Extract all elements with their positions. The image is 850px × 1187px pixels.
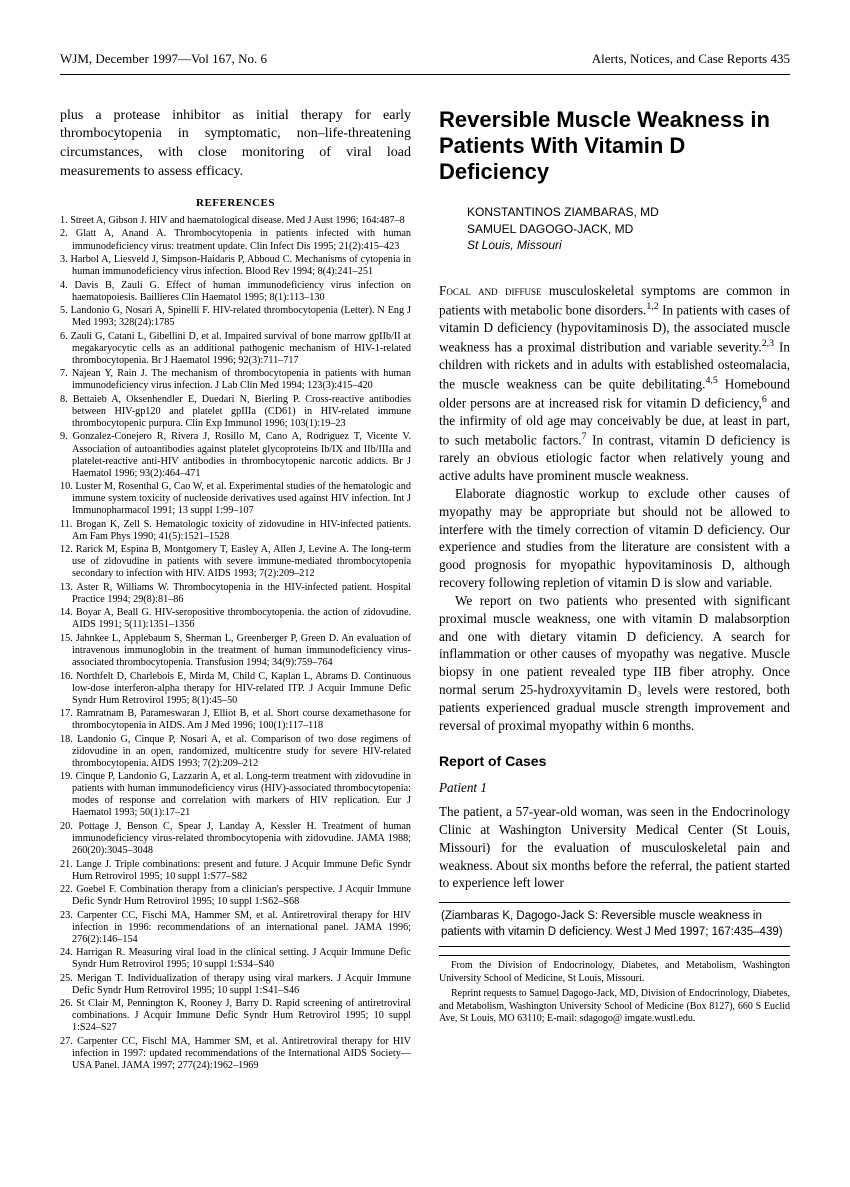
references-list: Street A, Gibson J. HIV and haematologic… xyxy=(60,215,411,1072)
header-rule xyxy=(60,74,790,75)
reference-item: Carpenter CC, Fischi MA, Hammer SM, et a… xyxy=(60,910,411,946)
citation-1-2: 1,2 xyxy=(646,301,658,312)
body-paragraph-4: The patient, a 57-year-old woman, was se… xyxy=(439,803,790,892)
reference-item: Harrigan R. Measuring viral load in the … xyxy=(60,947,411,971)
footnote-block: From the Division of Endocrinology, Diab… xyxy=(439,955,790,1026)
author-location: St Louis, Missouri xyxy=(467,237,790,254)
footnote-reprint: Reprint requests to Samuel Dagogo-Jack, … xyxy=(439,988,790,1026)
subsection-heading: Patient 1 xyxy=(439,779,790,797)
header-right: Alerts, Notices, and Case Reports 435 xyxy=(592,50,790,68)
citation-box: (Ziambaras K, Dagogo-Jack S: Reversible … xyxy=(439,902,790,947)
reference-item: Lange J. Triple combinations: present an… xyxy=(60,859,411,883)
reference-item: Ramratnam B, Parameswaran J, Elliot B, e… xyxy=(60,708,411,732)
running-header: WJM, December 1997—Vol 167, No. 6 Alerts… xyxy=(60,50,790,68)
section-heading: Report of Cases xyxy=(439,752,790,771)
body-paragraph-3: We report on two patients who presented … xyxy=(439,592,790,735)
reference-item: Brogan K, Zell S. Hematologic toxicity o… xyxy=(60,519,411,543)
left-column: plus a protease inhibitor as initial the… xyxy=(60,107,411,1074)
reference-item: Landonio G, Nosari A, Spinelli F. HIV-re… xyxy=(60,305,411,329)
right-column: Reversible Muscle Weakness in Patients W… xyxy=(439,107,790,1074)
reference-item: Luster M, Rosenthal G, Cao W, et al. Exp… xyxy=(60,481,411,517)
reference-item: Jahnkee L, Applebaum S, Sherman L, Green… xyxy=(60,633,411,669)
reference-item: Aster R, Williams W. Thrombocytopenia in… xyxy=(60,582,411,606)
reference-item: Merigan T. Individualization of therapy … xyxy=(60,973,411,997)
reference-item: Boyar A, Beall G. HIV-seropositive throm… xyxy=(60,607,411,631)
reference-item: Najean Y, Rain J. The mechanism of throm… xyxy=(60,368,411,392)
reference-item: Street A, Gibson J. HIV and haematologic… xyxy=(60,215,411,227)
references-heading: REFERENCES xyxy=(60,196,411,211)
reference-item: Rarick M, Espina B, Montgomery T, Easley… xyxy=(60,544,411,580)
continuation-paragraph: plus a protease inhibitor as initial the… xyxy=(60,107,411,183)
author-block: KONSTANTINOS ZIAMBARAS, MD SAMUEL DAGOGO… xyxy=(439,204,790,254)
reference-item: St Clair M, Pennington K, Rooney J, Barr… xyxy=(60,998,411,1034)
reference-item: Northfelt D, Charlebois E, Mirda M, Chil… xyxy=(60,671,411,707)
reference-item: Gonzalez-Conejero R, Rivera J, Rosillo M… xyxy=(60,431,411,479)
reference-item: Zauli G, Catani L, Gibellini D, et al. I… xyxy=(60,331,411,367)
header-left: WJM, December 1997—Vol 167, No. 6 xyxy=(60,50,267,68)
reference-item: Davis B, Zauli G. Effect of human immuno… xyxy=(60,280,411,304)
reference-item: Cinque P, Landonio G, Lazzarin A, et al.… xyxy=(60,771,411,819)
reference-item: Harbol A, Liesveld J, Simpson-Haidaris P… xyxy=(60,254,411,278)
citation-4-5: 4,5 xyxy=(705,375,717,386)
lead-smallcaps: Focal and diffuse xyxy=(439,283,542,298)
author-line-2: SAMUEL DAGOGO-JACK, MD xyxy=(467,221,790,238)
author-line-1: KONSTANTINOS ZIAMBARAS, MD xyxy=(467,204,790,221)
reference-item: Carpenter CC, Fischl MA, Hammer SM, et a… xyxy=(60,1036,411,1072)
body-paragraph-1: Focal and diffuse musculoskeletal sympto… xyxy=(439,282,790,485)
body-paragraph-2: Elaborate diagnostic workup to exclude o… xyxy=(439,485,790,592)
article-title: Reversible Muscle Weakness in Patients W… xyxy=(439,107,790,186)
reference-item: Pottage J, Benson C, Spear J, Landay A, … xyxy=(60,821,411,857)
reference-item: Bettaieb A, Oksenhendler E, Duedari N, B… xyxy=(60,394,411,430)
reference-item: Goebel F. Combination therapy from a cli… xyxy=(60,884,411,908)
two-column-layout: plus a protease inhibitor as initial the… xyxy=(60,107,790,1074)
reference-item: Landonio G, Cinque P, Nosari A, et al. C… xyxy=(60,734,411,770)
reference-item: Glatt A, Anand A. Thrombocytopenia in pa… xyxy=(60,228,411,252)
footnote-affiliation: From the Division of Endocrinology, Diab… xyxy=(439,960,790,985)
citation-2-3: 2,3 xyxy=(762,338,774,349)
